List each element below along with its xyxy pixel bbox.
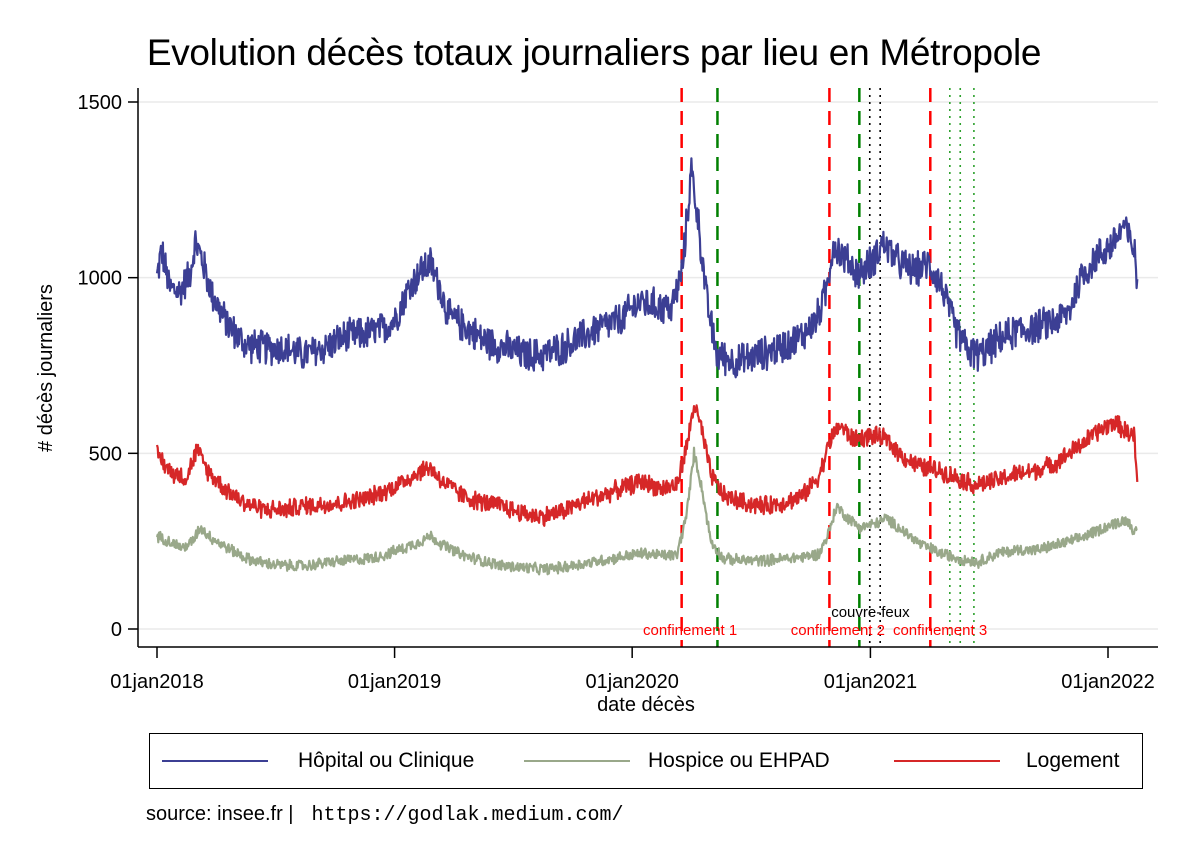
y-tick-label: 1500: [78, 92, 123, 114]
legend-swatch-logement: [894, 760, 1000, 762]
legend-swatch-hopital: [162, 760, 268, 762]
y-tick-label: 1000: [78, 268, 123, 290]
annotation-label: confinement 2: [791, 622, 885, 639]
x-axis-label: date décès: [597, 694, 695, 716]
y-tick-label: 0: [111, 619, 122, 641]
legend-item-ehpad: Hospice ou EHPAD: [524, 734, 830, 788]
x-tick-label: 01jan2020: [585, 671, 678, 693]
legend-label: Logement: [1026, 749, 1120, 772]
legend-label: Hospice ou EHPAD: [648, 749, 830, 772]
chart-plot: 0 500 1000 1500 01jan2018 01jan2019 01jan2020 0…: [35, 88, 1158, 716]
annotation-label: couvre-feux: [831, 604, 910, 621]
annotations: confinement 1 confinement 2 confinement 3c…: [643, 604, 987, 639]
series-lines: [155, 157, 1139, 576]
y-tick-label: 500: [89, 443, 122, 465]
x-tick-label: 01jan2021: [824, 671, 917, 693]
legend: Hôpital ou Clinique Hospice ou EHPAD Log…: [149, 733, 1143, 789]
y-axis-label: # décès journaliers: [35, 284, 57, 452]
x-tick-label: 01jan2022: [1061, 671, 1154, 693]
series-line-1: [155, 446, 1138, 576]
series-line-0: [155, 157, 1139, 379]
annotation-label: confinement 3: [893, 622, 987, 639]
legend-item-hopital: Hôpital ou Clinique: [162, 734, 474, 788]
legend-label: Hôpital ou Clinique: [298, 749, 475, 772]
x-tick-label: 01jan2018: [110, 671, 203, 693]
axes: 0 500 1000 1500 01jan2018 01jan2019 01jan2020 0…: [78, 88, 1158, 693]
x-tick-label: 01jan2019: [348, 671, 441, 693]
legend-item-logement: Logement: [894, 734, 1119, 788]
series-line-2: [155, 404, 1139, 527]
legend-swatch-ehpad: [524, 760, 630, 762]
source-url-link[interactable]: https://godlak.medium.com/: [311, 804, 624, 827]
annotation-label: confinement 1: [643, 622, 737, 639]
gridlines: [138, 101, 1158, 630]
footer-source: source: insee.fr | https://godlak.medium…: [146, 803, 624, 827]
source-text: source: insee.fr |: [146, 803, 294, 825]
chart-title: Evolution décès totaux journaliers par l…: [146, 32, 1042, 73]
